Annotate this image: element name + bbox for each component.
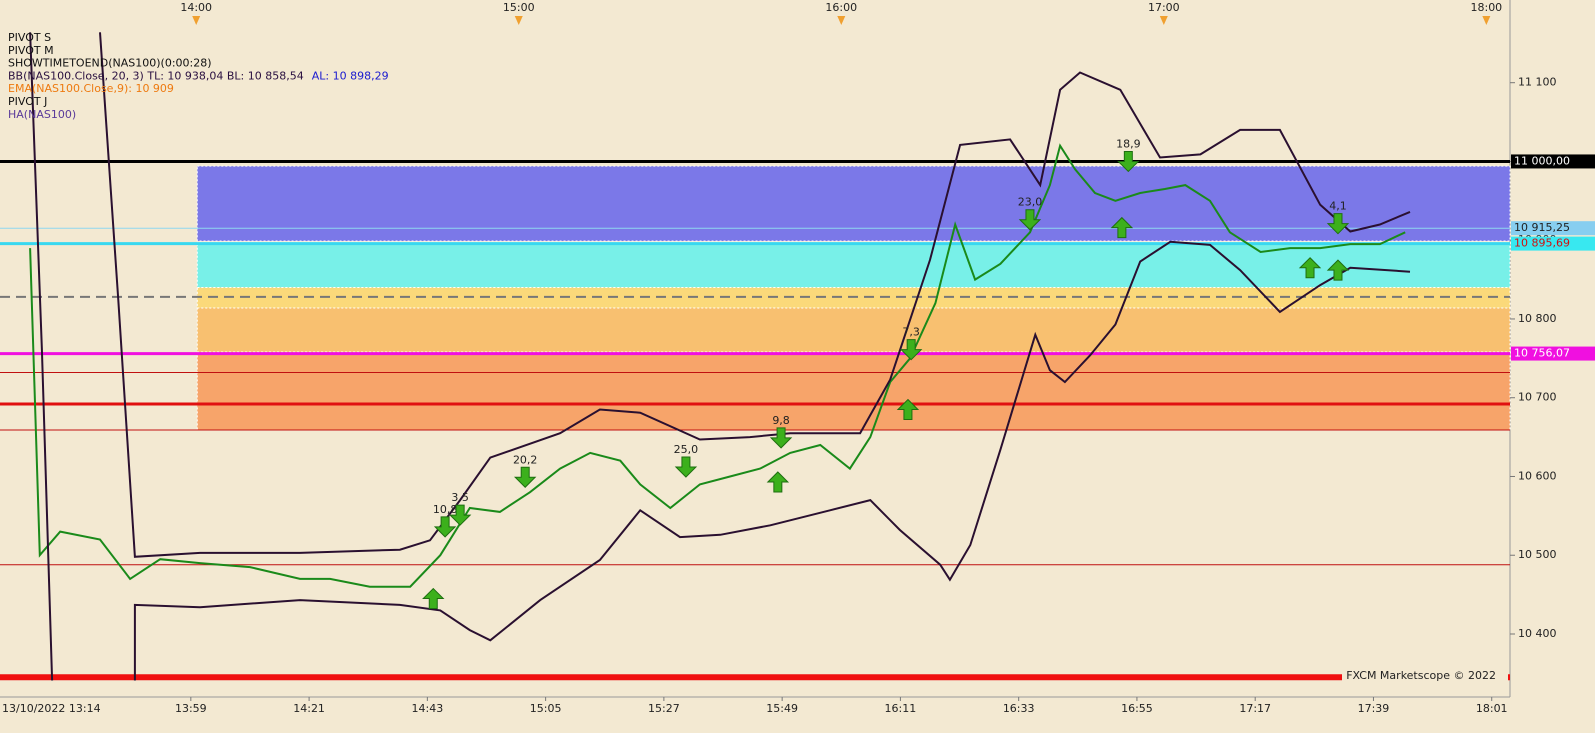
top-x-tick-label: 16:00: [825, 1, 857, 14]
watermark-bg: [1342, 669, 1508, 683]
signal-arrow: [448, 504, 472, 526]
series-line: [29, 143, 1406, 588]
x-tick-label: 15:27: [648, 702, 680, 715]
signal-label: 3,5: [451, 491, 469, 504]
top-x-tick: [1159, 16, 1168, 25]
signal-arrow: [899, 339, 923, 361]
level-label-box: [1511, 154, 1595, 169]
indicator-text: BB(NAS100.Close, 20, 3) TL: 10 938,04 BL…: [8, 69, 304, 82]
indicator-extra: AL: 10 898,29: [312, 69, 389, 82]
x-tick-label: 17:39: [1358, 702, 1390, 715]
top-x-tick: [1482, 16, 1491, 25]
watermark: FXCM Marketscope © 2022: [1346, 669, 1496, 682]
signal-arrow: [1018, 209, 1042, 231]
series-line: [99, 32, 1411, 558]
signal-label: 4,1: [1329, 200, 1347, 213]
signal-arrow: [1326, 259, 1350, 281]
indicator-label: HA(NAS100): [8, 108, 76, 121]
x-tick-label: 16:55: [1121, 702, 1153, 715]
signal-arrow: [769, 427, 793, 449]
signal-arrow: [766, 471, 790, 493]
x-tick-label: 15:05: [530, 702, 562, 715]
pivot-zone: [196, 351, 1511, 431]
indicator-label: PIVOT S: [8, 31, 51, 44]
y-tick-label: 10 500: [1518, 548, 1557, 561]
indicator-label: BB(NAS100.Close, 20, 3) TL: 10 938,04 BL…: [8, 69, 389, 82]
indicator-label: PIVOT M: [8, 44, 54, 57]
indicator-label: SHOWTIMETOEND(NAS100)(0:00:28): [8, 57, 212, 70]
signal-arrow: [1110, 216, 1134, 239]
pivot-zone: [196, 242, 1511, 288]
level-label: 11 000,00: [1514, 154, 1570, 167]
x-tick-label: 18:01: [1476, 702, 1508, 715]
y-tick-label: 10 600: [1518, 469, 1557, 482]
signal-label: 18,9: [1116, 137, 1141, 150]
indicator-text: PIVOT S: [8, 31, 51, 44]
indicator-label: EMA(NAS100.Close,9): 10 909: [8, 82, 174, 95]
x-tick-label: 15:49: [766, 702, 798, 715]
signal-label: 25,0: [674, 443, 699, 456]
signal-label: 10,8: [433, 503, 458, 516]
y-tick-label: 10 700: [1518, 391, 1557, 404]
y-tick-label: 11 100: [1518, 76, 1557, 89]
level-label: 10 915,25: [1514, 221, 1570, 234]
signal-arrow: [433, 516, 457, 538]
top-x-tick: [514, 16, 523, 25]
indicator-label: PIVOT J: [8, 95, 47, 108]
indicator-text: HA(NAS100): [8, 108, 76, 121]
x-tick-label: 16:33: [1003, 702, 1035, 715]
indicator-text: EMA(NAS100.Close,9): 10 909: [8, 82, 174, 95]
signal-arrow: [1326, 213, 1350, 235]
start-label: 13/10/2022 13:14: [2, 702, 101, 715]
x-tick-label: 14:21: [293, 702, 325, 715]
top-x-tick: [837, 16, 846, 25]
signal-label: 23,0: [1018, 196, 1043, 209]
signal-arrow: [1298, 257, 1322, 279]
signal-arrow: [513, 466, 537, 488]
x-tick-label: 13:59: [175, 702, 207, 715]
top-x-tick-label: 14:00: [180, 1, 212, 14]
signal-arrow: [422, 587, 445, 610]
level-label-box: [1511, 236, 1595, 251]
pivot-zone: [196, 165, 1511, 242]
signal-arrow: [1117, 150, 1140, 173]
y-tick-label: 10 800: [1518, 312, 1557, 325]
level-label: 10 756,07: [1514, 347, 1570, 360]
signal-label: 20,2: [513, 453, 538, 466]
indicator-text: SHOWTIMETOEND(NAS100)(0:00:28): [8, 57, 212, 70]
signal-arrow: [896, 398, 920, 421]
signal-label: 9,8: [772, 414, 790, 427]
y-tick-label: 10 400: [1518, 627, 1557, 640]
top-x-tick-label: 18:00: [1470, 1, 1502, 14]
signal-arrow: [674, 456, 698, 478]
level-label: 10 895,69: [1514, 237, 1570, 250]
signal-label: 7,3: [902, 326, 920, 339]
indicator-text: PIVOT J: [8, 95, 47, 108]
x-tick-label: 14:43: [412, 702, 444, 715]
top-x-tick: [192, 16, 201, 25]
level-label-box: [1511, 221, 1595, 236]
top-x-tick-label: 15:00: [503, 1, 535, 14]
x-tick-label: 16:11: [885, 702, 917, 715]
pivot-zone: [196, 307, 1511, 353]
x-tick-label: 17:17: [1239, 702, 1271, 715]
level-label-box: [1511, 346, 1595, 361]
top-x-tick-label: 17:00: [1148, 1, 1180, 14]
series-line: [29, 32, 1411, 681]
indicator-text: PIVOT M: [8, 44, 54, 57]
